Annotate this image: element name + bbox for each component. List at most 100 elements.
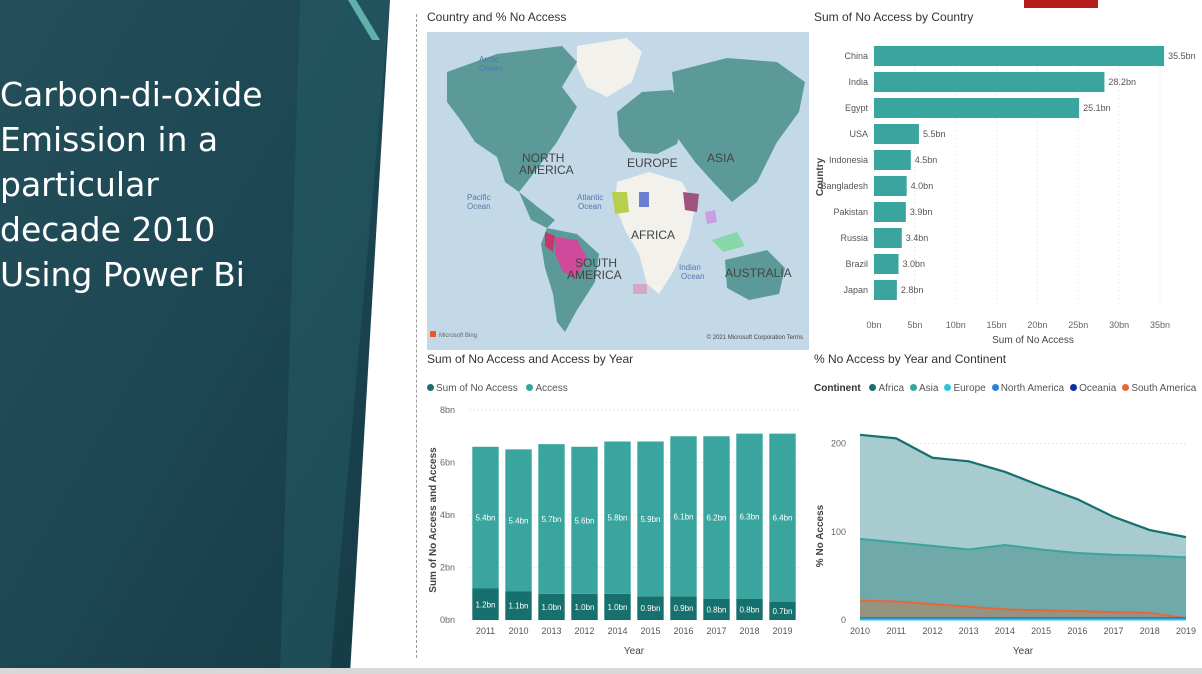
col-bar-no-access[interactable] (505, 591, 532, 620)
col-bar-access[interactable] (571, 446, 598, 594)
area-legend-item[interactable]: Europe (944, 383, 986, 394)
col-ytick-label: 2bn (440, 563, 455, 573)
col-label-no-access: 0.8bn (739, 606, 759, 615)
col-bar-no-access[interactable] (538, 593, 565, 620)
col-label-access: 5.9bn (640, 515, 660, 524)
area-xtick-label: 2010 (850, 626, 870, 636)
hbar-category-label: Egypt (845, 103, 869, 113)
col-bar-access[interactable] (769, 433, 796, 602)
hbar-bar[interactable] (874, 202, 906, 222)
map-region-indonesia-highlight (712, 232, 745, 252)
map-label-pacific: Pacific Ocean (467, 193, 491, 211)
legend-item-no-access[interactable]: Sum of No Access (427, 383, 518, 394)
map-label-europe: EUROPE (627, 156, 678, 170)
area-xtick-label: 2013 (959, 626, 979, 636)
col-bar-access[interactable] (736, 433, 763, 599)
hbar-bar[interactable] (874, 46, 1165, 66)
hbar-data-label: 2.8bn (901, 285, 924, 295)
area-xtick-label: 2019 (1176, 626, 1196, 636)
area-series-line[interactable] (859, 537, 1187, 559)
legend-title: Continent (814, 383, 861, 394)
hbar-xtick-label: 30bn (1109, 320, 1129, 330)
map-region-chad-highlight (639, 192, 649, 207)
area-legend-item[interactable]: South America (1122, 383, 1196, 394)
hbar-xtick-label: 10bn (946, 320, 966, 330)
area-legend-dot (869, 384, 877, 391)
area-y-axis-title: % No Access (815, 504, 826, 567)
map-region-india-highlight (683, 192, 699, 212)
map-greenland (577, 38, 642, 97)
year-column-panel: Sum of No Access and Access by Year Sum … (427, 352, 811, 664)
col-bar-access[interactable] (637, 441, 664, 597)
slide-accent-triangle (348, 0, 380, 40)
hbar-data-label: 3.9bn (910, 207, 933, 217)
area-legend-dot (910, 384, 917, 391)
col-ytick-label: 4bn (440, 510, 455, 520)
col-bar-no-access[interactable] (670, 596, 697, 620)
hbar-bar[interactable] (874, 72, 1105, 92)
col-bar-access[interactable] (472, 446, 499, 589)
col-bar-no-access[interactable] (736, 599, 763, 620)
hbar-bar[interactable] (874, 254, 899, 274)
area-legend-item[interactable]: Africa (869, 383, 904, 394)
col-bar-access[interactable] (538, 444, 565, 594)
area-legend-item[interactable]: Asia (910, 383, 938, 394)
col-ytick-label: 6bn (440, 458, 455, 468)
legend-item-access[interactable]: Access (526, 383, 568, 394)
area-legend-item[interactable]: Oceania (1070, 383, 1116, 394)
slide-accent-stripe (280, 0, 390, 674)
map-region-asia (672, 58, 805, 202)
hbar-bar[interactable] (874, 98, 1080, 118)
map-region-europe (617, 90, 687, 154)
country-bar-title: Sum of No Access by Country (814, 10, 974, 24)
map-region-africa (615, 172, 695, 294)
area-xtick-label: 2015 (1031, 626, 1051, 636)
col-label-access: 5.4bn (475, 514, 495, 523)
col-label-access: 6.3bn (739, 512, 759, 521)
hbar-data-label: 28.2bn (1108, 77, 1136, 87)
col-label-no-access: 0.8bn (706, 606, 726, 615)
col-label-no-access: 1.2bn (475, 600, 495, 609)
col-bar-no-access[interactable] (472, 588, 499, 621)
hbar-bar[interactable] (874, 228, 902, 248)
map-region-brazil-highlight (555, 237, 587, 278)
area-legend-dot (1122, 384, 1130, 391)
map-label-asia: ASIA (707, 151, 734, 165)
hbar-data-label: 3.4bn (906, 233, 929, 243)
year-column-chart[interactable]: 0bn 2bn 4bn 6bn 8bn 1.2bn 5.4bn 2011 1.1bn 5.4bn 2… (427, 396, 811, 664)
col-label-access: 5.6bn (574, 516, 594, 525)
col-bar-no-access[interactable] (571, 593, 598, 620)
slide-background (0, 0, 390, 674)
col-bar-no-access[interactable] (703, 599, 730, 620)
continent-area-panel: % No Access by Year and Continent Contin… (814, 352, 1202, 664)
hbar-bar[interactable] (874, 176, 907, 196)
map-label-atlantic: Atlantic Ocean (577, 193, 603, 211)
hbar-data-label: 3.0bn (903, 259, 926, 269)
col-xtick-label: 2019 (772, 626, 792, 636)
col-bar-no-access[interactable] (604, 593, 631, 620)
hbar-bar[interactable] (874, 280, 897, 300)
col-label-no-access: 1.1bn (508, 602, 528, 611)
area-xtick-label: 2012 (922, 626, 942, 636)
col-bar-access[interactable] (604, 441, 631, 594)
col-bar-access[interactable] (670, 436, 697, 597)
col-bar-no-access[interactable] (637, 596, 664, 620)
hbar-bar[interactable] (874, 124, 919, 144)
col-bar-access[interactable] (505, 449, 532, 592)
hbar-xtick-label: 20bn (1027, 320, 1047, 330)
continent-area-chart[interactable]: 0 100 200 2010 2011 2012 2013 2014 2015 2016 2017 2… (814, 396, 1202, 664)
hbar-bar[interactable] (874, 150, 911, 170)
col-label-no-access: 1.0bn (607, 603, 627, 612)
area-series-line[interactable] (859, 599, 1187, 620)
col-bar-no-access[interactable] (769, 601, 796, 620)
area-series-line[interactable] (859, 433, 1187, 539)
world-map[interactable]: Arctic Ocean NORTH AMERICA EUROPE ASIA Pac… (427, 32, 809, 350)
hbar-xtick-label: 35bn (1150, 320, 1170, 330)
country-bar-chart[interactable]: 0bn 5bn 10bn 15bn 20bn 25bn 30bn 35bn China 35.5b… (814, 32, 1202, 350)
hbar-category-label: Japan (843, 285, 868, 295)
col-xtick-label: 2014 (607, 626, 627, 636)
area-legend-item[interactable]: North America (991, 383, 1064, 394)
col-xtick-label: 2017 (706, 626, 726, 636)
col-bar-access[interactable] (703, 436, 730, 599)
area-x-axis-title: Year (1013, 646, 1034, 657)
